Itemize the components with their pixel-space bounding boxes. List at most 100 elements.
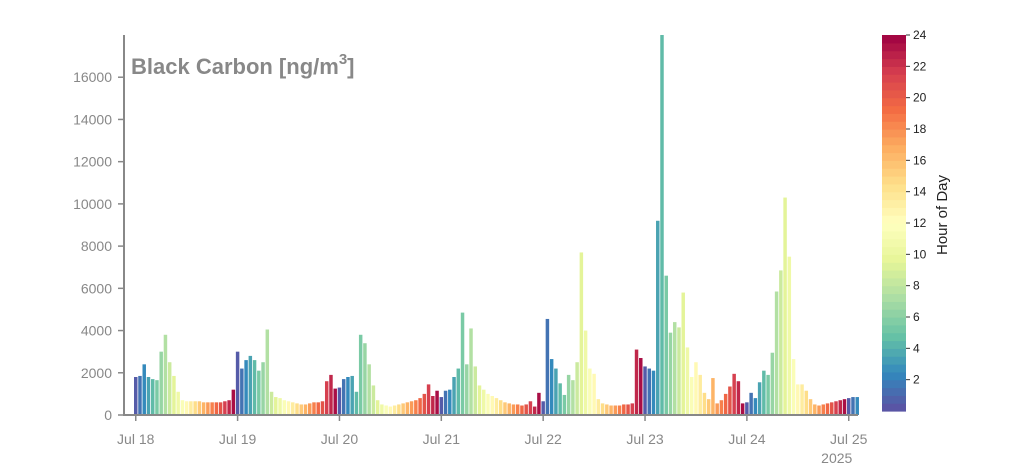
bar-hour-66 <box>414 400 418 415</box>
bar-hour-116 <box>626 404 630 415</box>
bar-hour-7 <box>163 334 168 415</box>
colorbar-segment-10 <box>882 324 906 334</box>
bar-hour-6 <box>159 351 163 415</box>
colorbar-segment-42 <box>882 74 906 83</box>
bar-hour-0 <box>134 377 138 415</box>
colorbar-segment-45 <box>882 50 906 60</box>
x-tick-label-0: Jul 18 <box>117 431 155 447</box>
colorbar-segment-36 <box>882 121 906 130</box>
colorbar-segment-25 <box>882 207 906 216</box>
bar-hour-35 <box>282 400 287 415</box>
bar-hour-123 <box>656 220 660 415</box>
bar-hour-127 <box>672 322 677 415</box>
bar-hour-136 <box>711 378 715 415</box>
bar-hour-124 <box>660 35 664 415</box>
bar-hour-169 <box>851 397 855 415</box>
colorbar-segment-11 <box>882 317 906 326</box>
colorbar-tick-label-8: 8 <box>913 279 920 293</box>
bar-hour-154 <box>787 256 792 415</box>
bar-hour-92 <box>524 404 528 415</box>
bar-hour-111 <box>605 404 609 415</box>
bar-hour-88 <box>507 403 511 415</box>
bar-hour-40 <box>303 404 308 415</box>
bar-hour-45 <box>324 381 329 415</box>
bar-hour-131 <box>689 377 694 415</box>
colorbar-segment-1 <box>882 395 906 404</box>
bar-hour-134 <box>702 392 707 415</box>
bar-hour-133 <box>698 374 702 415</box>
bar-hour-145 <box>749 392 753 415</box>
colorbar-segment-0 <box>882 403 906 412</box>
bar-hour-87 <box>503 402 507 415</box>
bar-hour-118 <box>634 349 639 415</box>
colorbar-segment-5 <box>882 364 906 373</box>
bar-hour-115 <box>622 404 626 415</box>
bar-hour-168 <box>847 398 851 415</box>
colorbar-segment-3 <box>882 379 906 389</box>
bar-hour-149 <box>766 374 770 415</box>
bar-hour-60 <box>388 406 393 415</box>
bar-hour-121 <box>647 368 652 415</box>
bar-hour-64 <box>405 402 410 415</box>
colorbar-segment-12 <box>882 309 906 318</box>
colorbar-segment-32 <box>882 152 906 161</box>
bar-hour-76 <box>456 368 461 415</box>
colorbar-tick-label-14: 14 <box>913 185 927 199</box>
bar-hour-34 <box>278 398 282 415</box>
bar-hour-32 <box>269 391 274 415</box>
bar-hour-108 <box>592 373 596 415</box>
bar-hour-151 <box>774 291 779 415</box>
colorbar-segment-17 <box>882 270 906 279</box>
bar-hour-162 <box>821 404 826 415</box>
bar-hour-100 <box>558 383 562 415</box>
y-tick-label-6000: 6000 <box>81 280 112 296</box>
bar-hour-67 <box>418 398 422 415</box>
y-tick-label-10000: 10000 <box>73 196 112 212</box>
colorbar-segment-23 <box>882 223 906 232</box>
bar-hour-62 <box>397 404 401 415</box>
colorbar-segment-19 <box>882 254 906 263</box>
bar-hour-156 <box>796 384 800 415</box>
bar-hour-10 <box>176 391 180 415</box>
bar-hour-26 <box>244 360 248 415</box>
bar-hour-63 <box>401 403 405 415</box>
y-tick-label-2000: 2000 <box>81 365 112 381</box>
bar-hour-141 <box>732 373 736 415</box>
x-tick-label-3: Jul 21 <box>423 431 461 447</box>
bar-hour-132 <box>694 362 698 415</box>
colorbar-segment-33 <box>882 144 906 154</box>
bar-hour-129 <box>681 292 685 415</box>
colorbar-segment-39 <box>882 97 906 107</box>
colorbar-segment-20 <box>882 246 906 255</box>
bar-hour-55 <box>367 364 371 415</box>
colorbar-segment-4 <box>882 371 906 381</box>
bar-hour-119 <box>639 358 643 415</box>
bar-hour-146 <box>753 398 758 415</box>
bar-hour-78 <box>465 364 469 415</box>
colorbar-segment-44 <box>882 58 906 67</box>
bar-hour-15 <box>197 401 202 415</box>
bar-hour-103 <box>571 380 575 415</box>
bar-hour-25 <box>240 368 244 415</box>
colorbar-segment-30 <box>882 168 906 177</box>
bar-hour-101 <box>562 394 567 415</box>
bar-hour-102 <box>566 374 571 415</box>
bar-hour-39 <box>299 404 303 415</box>
bar-hour-105 <box>579 252 584 415</box>
bar-hour-59 <box>384 405 388 415</box>
bar-hour-16 <box>201 402 206 415</box>
colorbar-segment-21 <box>882 238 906 248</box>
x-tick-label-1: Jul 19 <box>219 431 257 447</box>
bar-hour-41 <box>308 403 312 415</box>
bar-hour-114 <box>617 405 622 415</box>
bar-hour-107 <box>588 368 592 415</box>
colorbar-segment-40 <box>882 89 906 99</box>
bar-hour-159 <box>808 399 813 415</box>
bar-hour-22 <box>227 400 231 415</box>
bar-hour-54 <box>363 343 367 415</box>
colorbar-segment-14 <box>882 293 906 302</box>
bar-hour-120 <box>643 366 647 415</box>
bar-hour-47 <box>333 388 337 415</box>
colorbar-segment-46 <box>882 42 906 52</box>
bar-hour-71 <box>435 390 439 415</box>
